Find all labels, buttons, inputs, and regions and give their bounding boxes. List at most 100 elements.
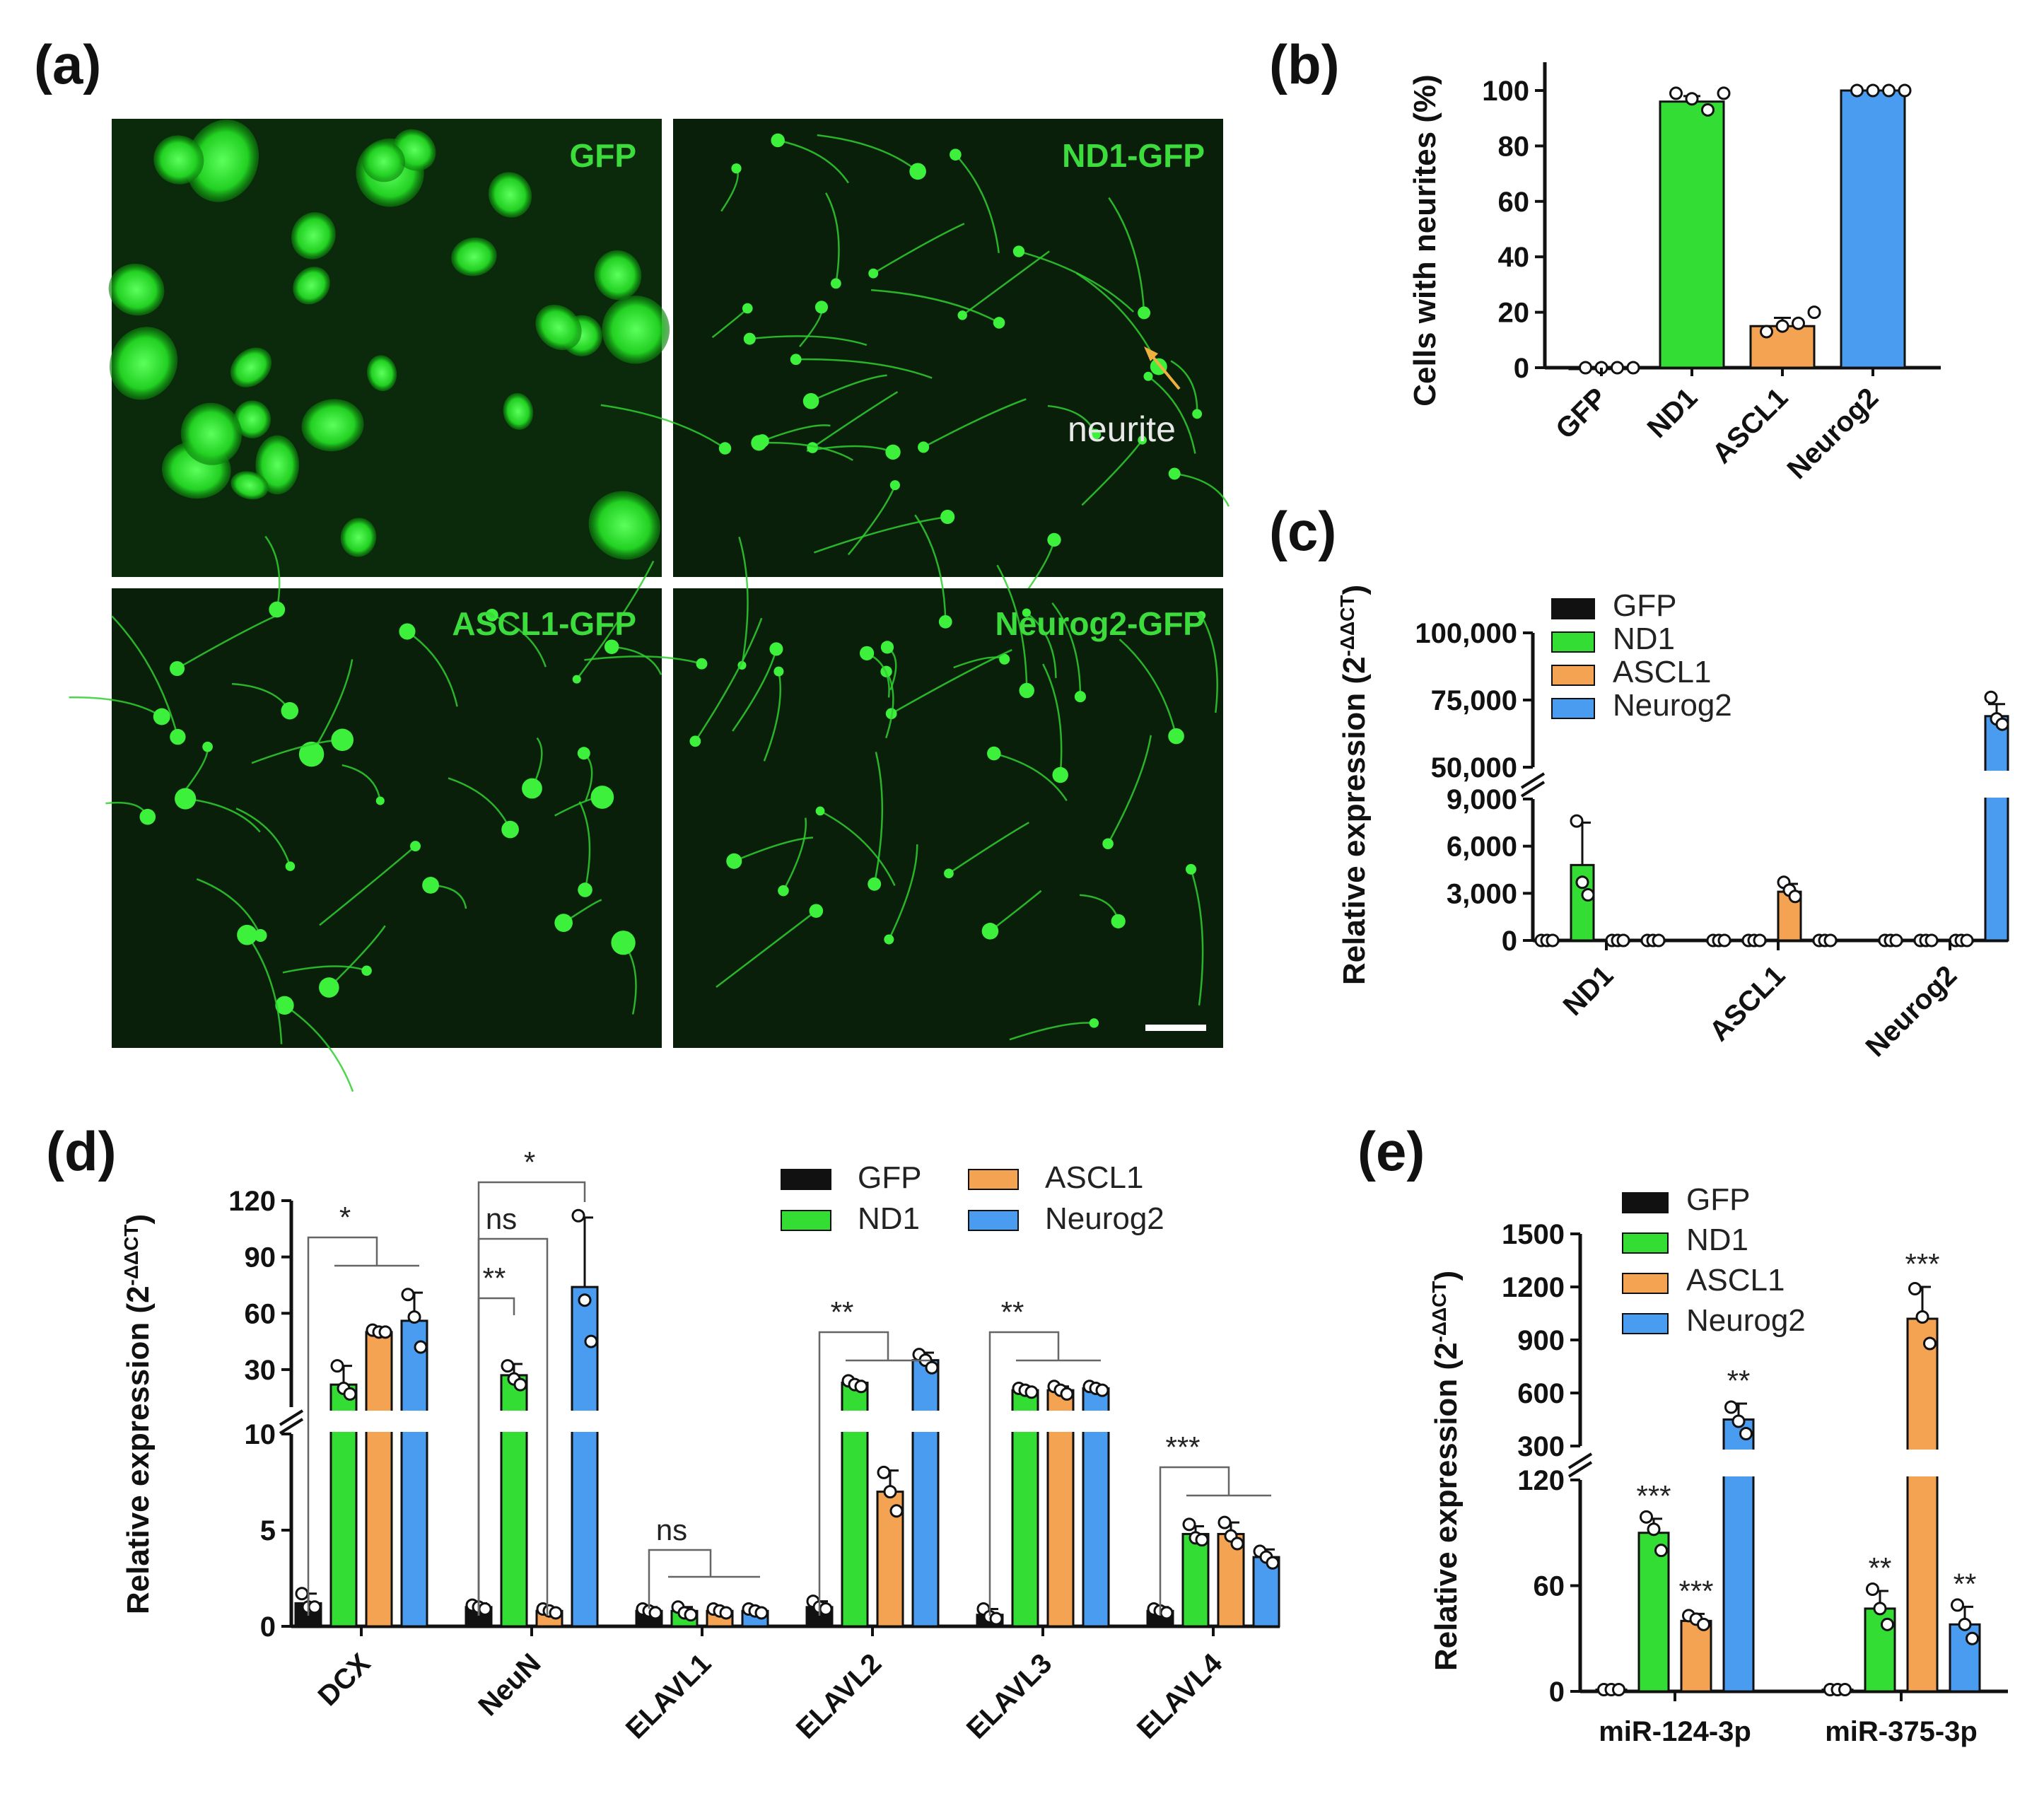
- cell: [139, 808, 156, 825]
- cell: [718, 442, 732, 455]
- cell: [410, 841, 421, 852]
- neurite: [1200, 614, 1218, 713]
- legend-label: ASCL1: [1686, 1263, 1785, 1298]
- cell: [281, 701, 299, 720]
- data-point: [1866, 83, 1880, 98]
- significance-label: **: [1869, 1551, 1892, 1585]
- neurite: [738, 536, 749, 666]
- neurite: [872, 223, 965, 274]
- cell: [1168, 728, 1184, 745]
- cell: [361, 965, 372, 977]
- neurite-arrow-line: [1147, 351, 1181, 390]
- data-point: [1182, 1517, 1196, 1532]
- cell: [993, 317, 1005, 329]
- neurite: [1018, 250, 1135, 313]
- y-axis-title: Relative expression (2-ΔΔCT): [1336, 585, 1372, 985]
- cell: [885, 444, 901, 460]
- data-point: [1611, 361, 1624, 375]
- cell: [175, 788, 197, 810]
- y-tick-label: 75,000: [1431, 685, 1517, 716]
- cell: [590, 786, 614, 809]
- tile-label-nd1-gfp: ND1-GFP: [1062, 137, 1205, 174]
- category-label: miR-124-3p: [1599, 1716, 1751, 1747]
- cell: [802, 392, 819, 409]
- cell: [880, 641, 894, 654]
- y-tick-label: 300: [1517, 1431, 1565, 1462]
- data-point: [925, 1360, 939, 1375]
- y-tick-label: 100,000: [1415, 618, 1517, 649]
- legend-swatch: [968, 1169, 1019, 1190]
- cell: [611, 931, 636, 955]
- neurite: [185, 798, 261, 833]
- y-tick-label: 60: [1498, 187, 1530, 218]
- cell: [987, 746, 1001, 761]
- neurite: [954, 153, 1000, 253]
- category-label: ND1: [1558, 960, 1620, 1022]
- category-label: Neurog2: [1782, 382, 1885, 485]
- cell: [809, 904, 824, 919]
- cell: [790, 354, 802, 366]
- neurite: [914, 514, 947, 622]
- neurite: [733, 836, 814, 862]
- y-tick-label: 5: [260, 1515, 276, 1546]
- cell: [689, 735, 701, 747]
- axis-break-mark: [1567, 1452, 1593, 1469]
- cell: [938, 614, 952, 629]
- bar: [1637, 1532, 1670, 1693]
- data-point: [1652, 933, 1666, 948]
- legend-label: GFP: [1613, 588, 1676, 623]
- neurite: [996, 564, 1028, 691]
- cell: [588, 491, 660, 560]
- cell: [1102, 838, 1114, 850]
- neurite: [759, 441, 853, 461]
- cell: [1196, 611, 1206, 620]
- neurite: [817, 134, 918, 173]
- neurite: [69, 696, 163, 718]
- bar-break-gap: [1046, 1411, 1075, 1432]
- cell: [604, 639, 619, 654]
- neurite: [196, 878, 262, 936]
- significance-bracket: [477, 1181, 586, 1616]
- neurite: [600, 404, 726, 450]
- data-point: [1060, 1387, 1074, 1401]
- cell: [170, 728, 186, 745]
- bar-break-gap: [570, 1411, 600, 1432]
- cell: [269, 601, 286, 618]
- cell: [594, 250, 642, 301]
- y-tick-label: 600: [1517, 1378, 1565, 1409]
- neurite: [1107, 735, 1152, 844]
- y-tick-label: 120: [228, 1186, 276, 1217]
- cell: [957, 310, 967, 320]
- data-point: [501, 1359, 515, 1373]
- data-point: [1024, 1385, 1039, 1399]
- data-point: [1775, 319, 1789, 333]
- legend-swatch: [781, 1169, 831, 1190]
- neurite: [813, 515, 948, 554]
- cell: [773, 666, 784, 677]
- y-axis-title: Relative expression (2-ΔΔCT): [120, 1214, 156, 1614]
- significance-bracket: [988, 1331, 1060, 1616]
- significance-bracket: [818, 1331, 889, 1616]
- neurite: [732, 648, 778, 732]
- category-label: NeuN: [472, 1648, 547, 1722]
- cell: [940, 509, 955, 525]
- cell: [696, 658, 708, 670]
- data-point: [1575, 875, 1589, 890]
- data-point: [1640, 1510, 1653, 1524]
- y-tick-label: 10: [245, 1419, 276, 1450]
- cell: [202, 741, 213, 752]
- legend-label: ASCL1: [1613, 655, 1711, 689]
- neurite: [282, 965, 368, 974]
- neurite: [825, 192, 840, 284]
- significance-label: ***: [1165, 1430, 1200, 1464]
- cell: [1138, 306, 1151, 320]
- chart-b: 0 20 40 60 80 100 Cells with neurites (%) GFP ND…: [1408, 62, 1941, 485]
- data-point: [1546, 933, 1560, 948]
- legend-swatch: [1551, 631, 1595, 653]
- neurite: [284, 1004, 354, 1092]
- y-tick-label: 90: [245, 1242, 276, 1273]
- cell: [755, 434, 769, 448]
- y-axis-title: Relative expression (2-ΔΔCT): [1428, 1271, 1464, 1671]
- neurite: [749, 335, 868, 346]
- neurite: [319, 845, 416, 926]
